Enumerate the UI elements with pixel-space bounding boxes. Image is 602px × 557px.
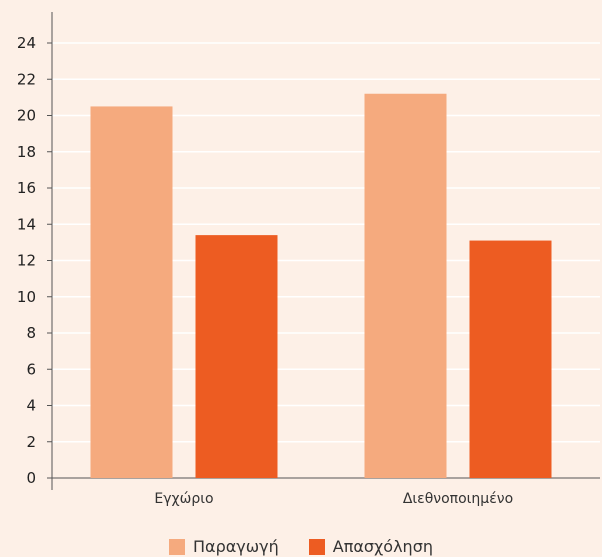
- legend-label-series-1: Παραγωγή: [193, 537, 279, 556]
- bar-1-2: [364, 93, 447, 478]
- y-tick-label-22: 22: [17, 70, 36, 88]
- y-tick-label-10: 10: [17, 288, 36, 306]
- y-tick-label-4: 4: [26, 397, 36, 415]
- legend-item-series-2: Απασχόληση: [308, 537, 433, 556]
- x-tick-label-2: Διεθνοποιημένο: [403, 491, 513, 507]
- y-tick-label-2: 2: [26, 433, 36, 451]
- bar-2-1: [195, 235, 278, 478]
- legend: Παραγωγή Απασχόληση: [0, 536, 602, 557]
- y-tick-label-24: 24: [17, 34, 36, 52]
- y-tick-label-14: 14: [17, 215, 36, 233]
- y-tick-label-12: 12: [17, 252, 36, 270]
- y-tick-label-8: 8: [26, 324, 36, 342]
- y-tick-label-16: 16: [17, 179, 36, 197]
- bar-2-2: [469, 240, 552, 478]
- legend-swatch-series-1: [169, 538, 186, 555]
- legend-label-series-2: Απασχόληση: [332, 537, 433, 556]
- legend-swatch-series-2: [308, 538, 325, 555]
- y-tick-label-0: 0: [26, 469, 36, 487]
- y-tick-label-20: 20: [17, 107, 36, 125]
- bar-1-1: [90, 106, 173, 478]
- y-tick-label-6: 6: [26, 360, 36, 378]
- legend-item-series-1: Παραγωγή: [169, 537, 279, 556]
- y-tick-label-18: 18: [17, 143, 36, 161]
- x-tick-label-1: Εγχώριο: [154, 491, 213, 507]
